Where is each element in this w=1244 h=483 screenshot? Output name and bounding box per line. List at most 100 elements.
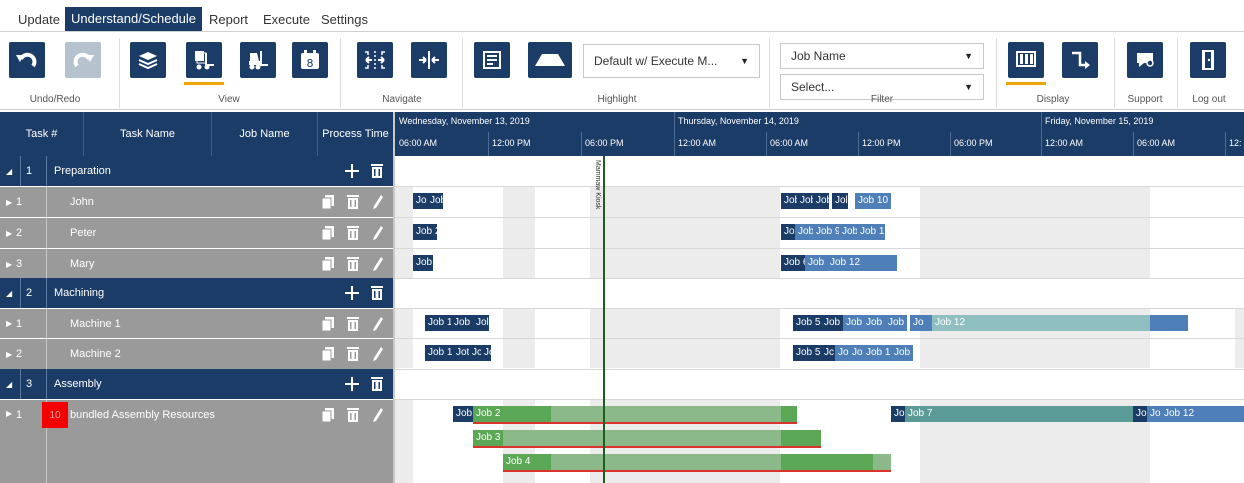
menu-execute[interactable]: Execute [263,12,310,27]
expand-triangle-icon[interactable]: ▶ [6,319,13,328]
job-bar[interactable]: Job [413,255,433,271]
job-bar[interactable]: Jo [910,315,932,331]
layers-view-button[interactable] [130,42,166,78]
job-bar[interactable]: Job 12 [1161,406,1244,422]
copy-icon[interactable] [320,316,336,332]
expand-triangle-icon[interactable]: ▶ [6,198,13,207]
trash-icon[interactable] [345,407,361,423]
pencil-icon[interactable] [370,316,386,332]
job-bar[interactable]: Job 4 [503,454,551,470]
menu-report[interactable]: Report [209,12,249,27]
job-bar[interactable]: Job 2 [451,315,473,331]
pencil-icon[interactable] [370,256,386,272]
job-bar[interactable]: Job 12 [857,224,885,240]
job-bar-remainder[interactable] [551,454,781,470]
group-row-machining[interactable]: ◢ 2 Machining [0,278,393,308]
job-bar[interactable]: Job [781,193,797,209]
job-bar[interactable]: Job 5 [793,315,821,331]
expand-triangle-icon[interactable]: ▶ [6,409,13,418]
job-bar[interactable]: Jol [1147,406,1161,422]
trash-icon[interactable] [345,316,361,332]
trash-icon[interactable] [368,282,386,304]
resource-row-machine-2[interactable]: ▶ 2 Machine 2 [0,338,393,369]
add-icon[interactable] [342,282,362,304]
job-bar-remainder[interactable] [873,454,891,470]
menu-understand-schedule[interactable]: Understand/Schedule [65,7,203,31]
job-bar[interactable]: Job [453,406,473,422]
job-bar[interactable]: Job 12 [827,255,897,271]
job-bar[interactable]: Job [797,193,813,209]
job-bar[interactable]: Job 7 [905,406,1133,422]
job-bar[interactable]: Job 3 [473,430,503,446]
copy-icon[interactable] [320,194,336,210]
collapse-timeline-button[interactable] [411,42,447,78]
add-icon[interactable] [342,373,362,395]
logout-button[interactable] [1190,42,1226,78]
panel-splitter[interactable] [393,112,395,483]
trash-icon[interactable] [345,256,361,272]
support-button[interactable] [1127,42,1163,78]
display-connector-button[interactable] [1062,42,1098,78]
job-bar-remainder[interactable] [781,430,821,446]
expand-triangle-icon[interactable]: ▶ [6,229,13,238]
job-bar-tail[interactable] [1150,315,1188,331]
resource-row-mary[interactable]: ▶ 3 Mary [0,248,393,278]
job-bar-remainder[interactable] [551,406,781,422]
job-bar[interactable]: Jol [1133,406,1147,422]
pencil-icon[interactable] [370,194,386,210]
job-bar[interactable]: Jc [821,345,835,361]
trash-icon[interactable] [345,225,361,241]
job-bar[interactable]: Jol [849,345,863,361]
collapse-triangle-icon[interactable]: ◢ [6,380,13,389]
job-bar[interactable]: Job [427,193,443,209]
display-columns-button[interactable] [1006,42,1046,85]
job-bar[interactable]: Jol [413,193,427,209]
highlight-shape-button[interactable] [528,42,572,78]
resource-row-machine-1[interactable]: ▶ 1 Machine 1 [0,308,393,338]
forklift-view-button[interactable] [240,42,276,78]
resource-row-peter[interactable]: ▶ 2 Peter [0,217,393,248]
job-bar[interactable]: Job 1 [425,315,451,331]
copy-icon[interactable] [320,256,336,272]
job-bar[interactable]: Jol [835,345,849,361]
highlight-details-button[interactable] [474,42,510,78]
filter-field-dropdown[interactable]: Job Name ▼ [780,43,984,69]
menu-settings[interactable]: Settings [321,12,368,27]
column-header-task-number[interactable]: Task # [0,112,84,156]
job-bar[interactable]: Job 5 [793,345,821,361]
pencil-icon[interactable] [370,407,386,423]
highlight-dropdown[interactable]: Default w/ Execute M... ▼ [583,44,760,78]
job-bar[interactable]: Job 6 [781,255,805,271]
column-header-task-name[interactable]: Task Name [84,112,212,156]
pencil-icon[interactable] [370,225,386,241]
job-bar[interactable]: Job [805,255,827,271]
add-icon[interactable] [342,160,362,182]
trash-icon[interactable] [345,346,361,362]
redo-button[interactable] [65,42,101,78]
job-bar[interactable]: Job 10 [855,193,891,209]
group-row-preparation[interactable]: ◢ 1 Preparation [0,156,393,186]
trash-icon[interactable] [368,160,386,182]
job-bar[interactable]: Jot [453,345,469,361]
trash-icon[interactable] [368,373,386,395]
resource-row-john[interactable]: ▶ 1 John [0,186,393,217]
trash-icon[interactable] [345,194,361,210]
job-bar[interactable]: Job 2 [473,406,551,422]
job-bar[interactable]: Job 1 [891,345,913,361]
pencil-icon[interactable] [370,346,386,362]
expand-triangle-icon[interactable]: ▶ [6,350,13,359]
job-bar[interactable]: Job 9 [813,224,839,240]
job-bar[interactable]: Jo [781,224,795,240]
menu-update[interactable]: Update [18,12,60,27]
copy-icon[interactable] [320,346,336,362]
job-bar[interactable]: Jo [891,406,905,422]
job-bar[interactable]: Job [839,224,857,240]
group-row-assembly[interactable]: ◢ 3 Assembly [0,369,393,399]
job-bar-remainder[interactable] [503,430,781,446]
collapse-triangle-icon[interactable]: ◢ [6,289,13,298]
job-bar-remainder[interactable] [781,406,797,422]
copy-icon[interactable] [320,407,336,423]
job-bar[interactable]: Jc [469,345,481,361]
calendar-view-button[interactable]: 8 [292,42,328,78]
job-bar[interactable]: Jol [481,345,491,361]
